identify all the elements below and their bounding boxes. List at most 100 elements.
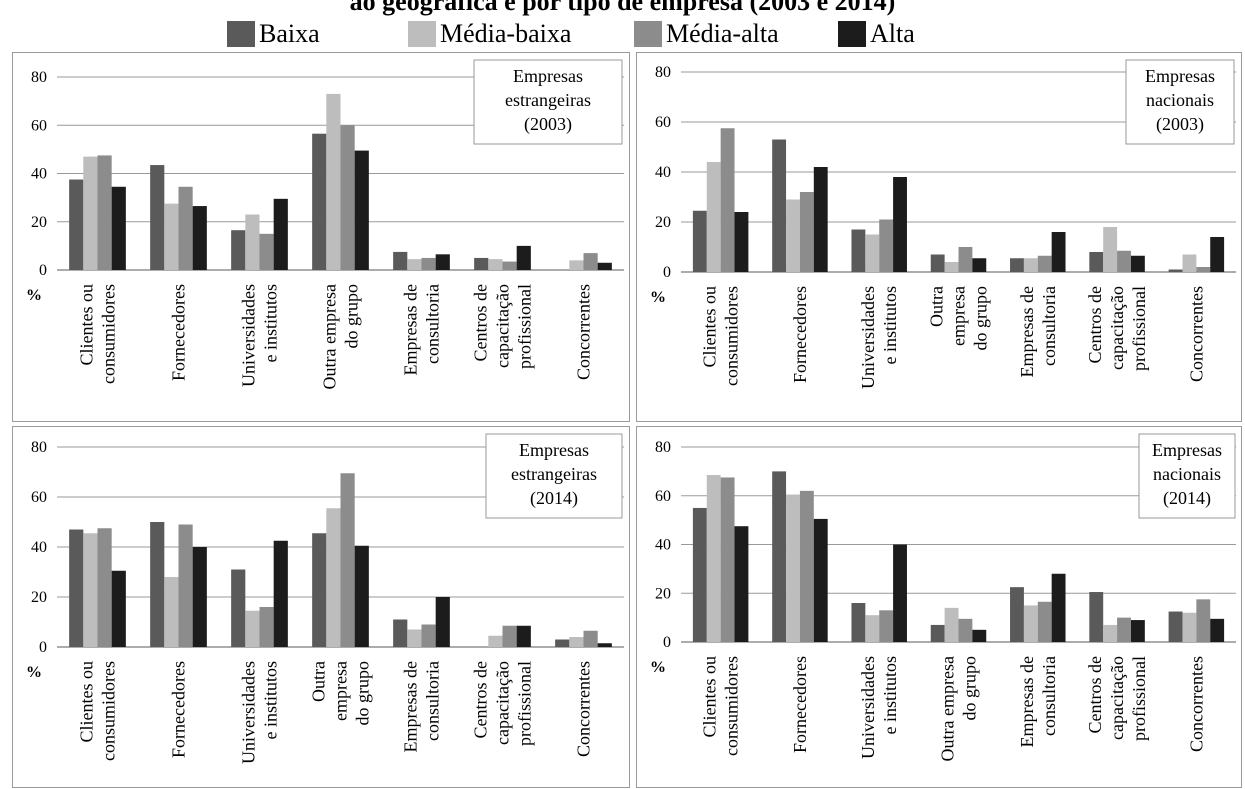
y-tick-label-p1-3: 60	[655, 114, 671, 131]
y-tick-label-p3-1: 20	[655, 585, 671, 602]
bar-p2-cat4-series0	[393, 619, 408, 647]
bar-p2-cat0-series1	[83, 533, 98, 647]
bar-p1-cat0-series3	[734, 212, 749, 272]
y-tick-label-p2-0: 0	[39, 639, 47, 656]
bar-p1-cat1-series2	[799, 192, 814, 272]
category-label-p3-0-0: Clientes ou	[700, 656, 720, 738]
bar-p3-cat1-series2	[799, 490, 814, 642]
panel-frame-p1	[636, 52, 1242, 422]
bar-p2-cat3-series2	[340, 473, 355, 647]
bar-p1-cat3-series0	[930, 254, 945, 272]
category-label-p2-4-0: Empresas de	[401, 661, 421, 752]
y-tick-label-p3-4: 80	[655, 439, 671, 456]
category-label-p0-2-1: e institutos	[261, 284, 281, 363]
bar-p0-cat3-series3	[354, 150, 369, 270]
category-label-p2-5-0: Centros de	[471, 661, 491, 738]
bar-p3-cat0-series3	[734, 526, 749, 642]
category-label-p2-3-2: do grupo	[353, 661, 373, 726]
annotation-box-p1	[1125, 59, 1235, 145]
bar-p3-cat6-series2	[1196, 599, 1211, 642]
bar-p1-cat5-series1	[1103, 227, 1118, 272]
y-tick-label-p3-2: 40	[655, 537, 671, 554]
bar-p2-cat0-series3	[111, 570, 126, 647]
category-label-p3-3-1: do grupo	[960, 656, 980, 721]
category-label-p2-6-0: Concorrentes	[574, 661, 594, 757]
legend-label-baixa: Baixa	[259, 19, 320, 48]
legend-swatch-media-alta	[634, 21, 662, 47]
bar-p0-cat0-series0	[69, 179, 84, 270]
category-label-p1-5-1: capacitação	[1107, 286, 1127, 370]
category-label-p3-2-1: e institutos	[880, 656, 900, 735]
chart-panel-national-2014: 0 20 40 60 80% Clientes ou consumidores Fornece…	[636, 426, 1242, 788]
bar-p3-cat6-series0	[1168, 611, 1183, 642]
bar-p3-cat3-series3	[972, 629, 987, 642]
annotation-text-p1-0: Empresas	[1145, 66, 1215, 86]
category-label-p3-1-0: Fornecedores	[790, 656, 810, 753]
bar-p0-cat4-series2	[421, 257, 436, 270]
category-label-p0-3-0: Outra empresa	[320, 284, 340, 389]
annotation-text-p1-2: (2003)	[1156, 114, 1204, 135]
bar-p3-cat3-series2	[958, 618, 973, 642]
y-tick-label-p1-1: 20	[655, 214, 671, 231]
annotation-text-p2-1: estrangeiras	[511, 464, 597, 484]
bar-p2-cat0-series0	[69, 529, 84, 647]
bar-p0-cat4-series0	[393, 251, 408, 270]
bar-p0-cat6-series3	[597, 262, 612, 270]
category-label-p3-5-1: capacitação	[1107, 656, 1127, 740]
bar-p0-cat0-series2	[97, 155, 112, 270]
category-label-p2-0-1: consumidores	[99, 661, 119, 761]
bar-p3-cat6-series1	[1182, 612, 1197, 642]
y-tick-label-p2-4: 80	[31, 439, 47, 456]
legend-item-media-alta: Média-alta	[634, 19, 779, 49]
legend-swatch-alta	[838, 21, 866, 47]
bar-p3-cat0-series1	[706, 475, 721, 642]
y-tick-label-p0-3: 60	[31, 117, 47, 134]
category-label-p1-5-2: profissional	[1129, 286, 1149, 371]
annotation-text-p2-0: Empresas	[519, 440, 589, 460]
bar-p2-cat6-series3	[597, 643, 612, 647]
bar-p0-cat3-series1	[326, 93, 341, 270]
bar-p3-cat2-series0	[851, 603, 866, 642]
category-label-p0-4-1: consultoria	[423, 284, 443, 364]
legend-item-media-baixa: Média-baixa	[408, 19, 571, 49]
category-label-p1-5-0: Centros de	[1085, 286, 1105, 363]
bar-p0-cat1-series3	[192, 206, 207, 270]
category-label-p2-0-0: Clientes ou	[77, 661, 97, 743]
bar-p2-cat4-series2	[421, 624, 436, 647]
category-label-p1-6-0: Concorrentes	[1186, 286, 1206, 382]
bar-p2-cat5-series3	[516, 625, 531, 647]
bar-p0-cat0-series3	[111, 186, 126, 270]
bar-p2-cat1-series2	[178, 524, 193, 647]
bar-p0-cat5-series3	[516, 245, 531, 270]
bar-p1-cat0-series0	[692, 210, 707, 272]
annotation-text-p0-2: (2003)	[524, 114, 572, 135]
category-label-p0-5-1: capacitação	[493, 284, 513, 368]
y-tick-label-p1-0: 0	[663, 264, 671, 281]
bar-p3-cat3-series0	[930, 624, 945, 642]
bar-p1-cat4-series2	[1037, 255, 1052, 272]
bar-p0-cat4-series1	[407, 259, 422, 270]
bar-p2-cat4-series1	[407, 629, 422, 647]
legend-label-media-alta: Média-alta	[666, 19, 779, 48]
category-label-p3-4-1: consultoria	[1039, 656, 1059, 736]
bar-p0-cat3-series0	[312, 133, 327, 270]
bar-p2-cat2-series2	[259, 607, 274, 647]
bar-p2-cat1-series0	[150, 522, 165, 647]
bar-p1-cat3-series1	[944, 262, 959, 272]
annotation-text-p0-1: estrangeiras	[505, 90, 591, 110]
annotation-text-p3-1: nacionais	[1153, 464, 1221, 484]
category-label-p1-2-0: Universidades	[858, 286, 878, 389]
annotation-text-p2-2: (2014)	[530, 488, 578, 509]
bar-p1-cat3-series2	[958, 247, 973, 272]
bar-p1-cat1-series3	[813, 167, 828, 272]
category-label-p3-0-1: consumidores	[722, 656, 742, 756]
bar-p3-cat2-series1	[865, 615, 880, 642]
bar-p0-cat6-series2	[583, 253, 598, 270]
y-axis-label-p0: %	[26, 287, 42, 304]
bar-p0-cat4-series3	[435, 254, 450, 270]
category-label-p0-3-1: do grupo	[342, 284, 362, 349]
annotation-text-p0-0: Empresas	[513, 66, 583, 86]
category-label-p0-5-0: Centros de	[471, 284, 491, 361]
bar-p1-cat2-series3	[893, 177, 907, 272]
bar-p1-cat4-series3	[1051, 232, 1066, 272]
